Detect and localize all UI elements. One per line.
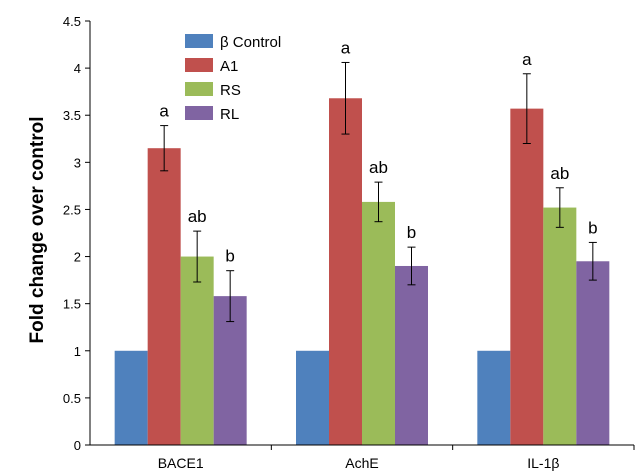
bar [362,201,395,445]
legend-swatch [185,82,213,96]
bar [543,207,577,445]
legend-label: β Control [220,34,281,51]
bar [576,261,610,445]
legend-label: RL [220,106,239,123]
y-tick-label: 4 [74,61,81,76]
bars-layer: a ab b a ab b a ab b [114,38,610,446]
bar [329,98,362,446]
y-tick-label: 0.5 [63,391,81,406]
significance-label: b [588,218,597,237]
legend-label: A1 [220,58,238,75]
significance-label: ab [369,158,388,177]
bar [296,350,329,445]
legend-swatch [185,106,213,120]
bar [395,265,428,445]
x-category-label: AchE [345,455,378,471]
bar [147,148,181,445]
bar [477,350,511,445]
legend-swatch [185,34,213,48]
y-tick-label: 2.5 [63,202,81,217]
significance-label: ab [188,207,207,226]
y-tick-label: 3 [74,155,81,170]
significance-label: ab [550,164,569,183]
y-tick-label: 0 [74,438,81,453]
legend-label: RS [220,82,241,99]
bar [114,350,148,445]
axes-layer: 0 0.5 1 1.5 2 2.5 3 3.5 4 4.5 BACE1 AchE IL-1β [63,14,635,471]
legend: β Control A1 RS RL [185,34,281,123]
significance-label: a [522,50,532,69]
y-tick-label: 1.5 [63,297,81,312]
legend-swatch [185,58,213,72]
significance-label: b [407,223,416,242]
y-tick-label: 2 [74,250,81,265]
x-category-label: BACE1 [158,455,204,471]
y-tick-label: 1 [74,344,81,359]
y-tick-label: 4.5 [63,14,81,29]
bar [180,256,214,445]
significance-label: b [225,247,234,266]
bar [510,108,544,446]
significance-label: a [341,38,351,57]
x-category-label: IL-1β [527,455,559,471]
significance-label: a [159,102,169,121]
y-tick-label: 3.5 [63,108,81,123]
y-axis-label: Fold change over control [27,117,48,344]
